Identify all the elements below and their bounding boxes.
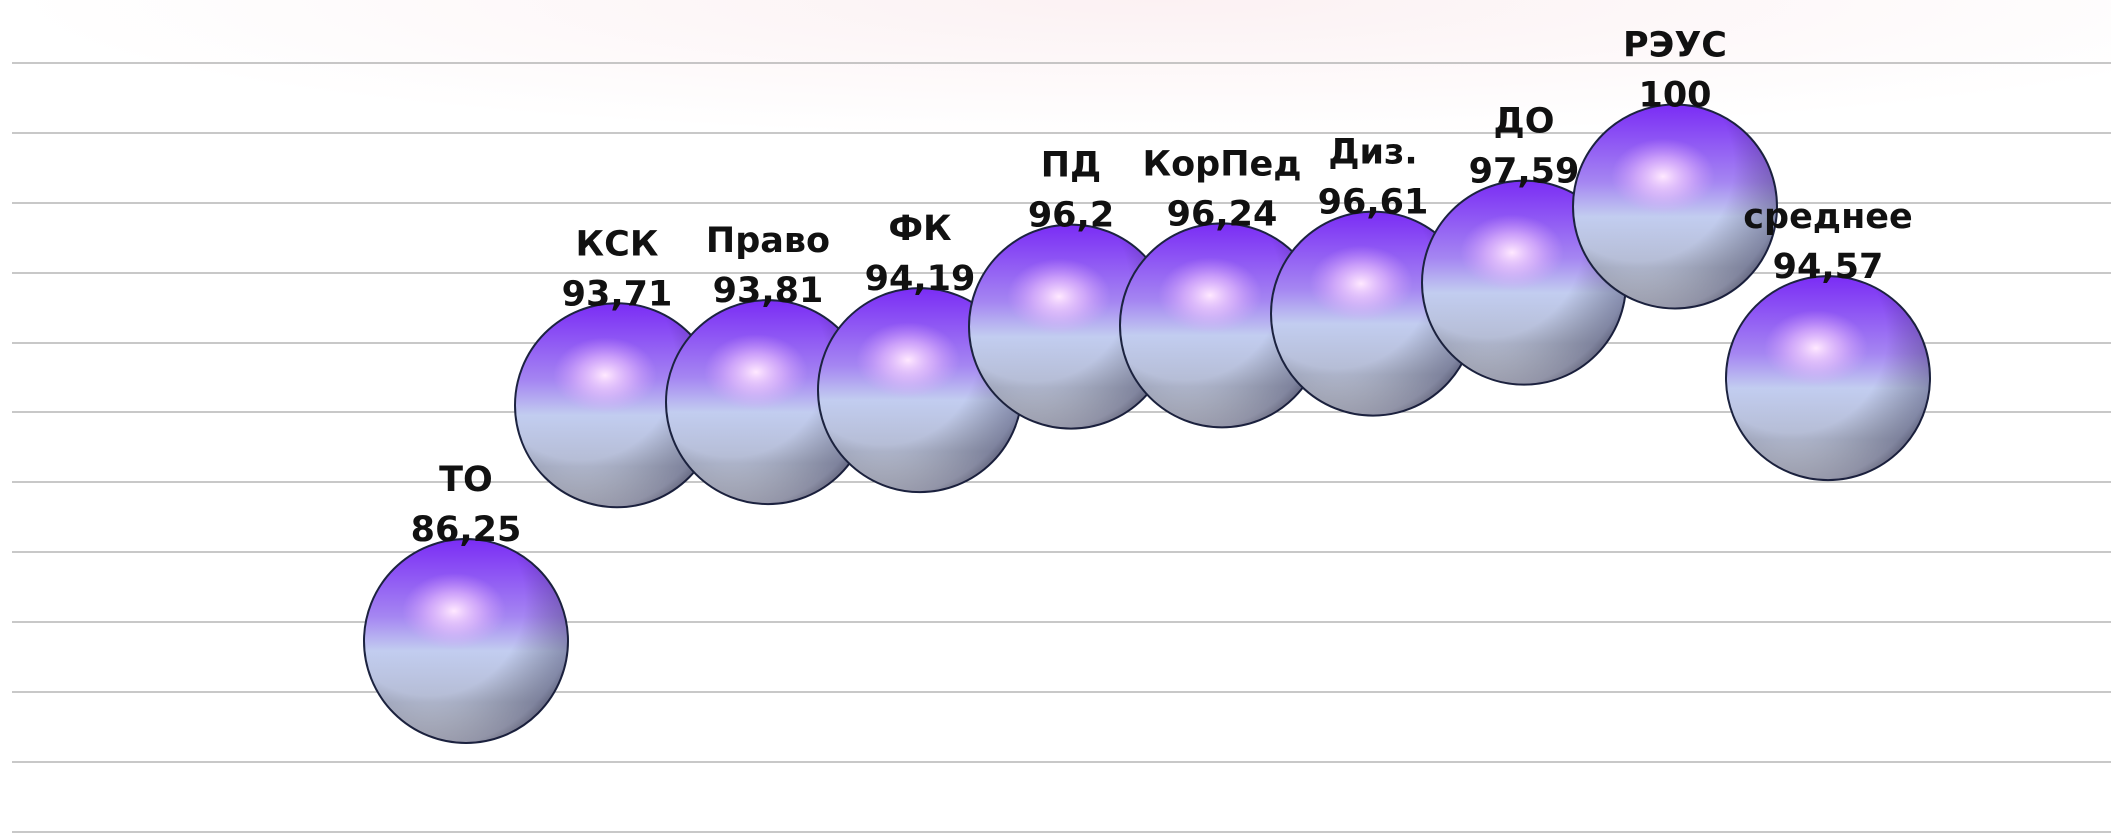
background-glow [0,0,2111,140]
category-label: РЭУС [1623,26,1727,66]
value-label: 94,19 [865,259,976,299]
value-label: 100 [1638,76,1711,116]
data-point-6: КорПед 96,24 [1119,144,1325,429]
bubble-highlight [1309,245,1413,322]
category-label: Право [706,221,830,261]
data-point-9: РЭУС 100 [1572,26,1778,310]
category-label: ПД [1041,146,1101,186]
value-label: 86,25 [411,510,522,550]
category-label: КСК [576,224,659,264]
bubble-highlight [1460,214,1564,291]
bubble-highlight [402,573,506,649]
bubble-highlight [856,322,960,399]
bubble-highlight [704,334,808,411]
value-label: 96,2 [1028,196,1114,236]
category-label: ДО [1494,102,1555,142]
data-point-2: КСК 93,71 [514,224,720,509]
value-label: 93,81 [713,271,824,311]
bubble-highlight [553,337,657,414]
value-label: 96,61 [1318,183,1429,223]
category-label: ТО [439,460,493,500]
data-markers: ТО86,25КСК93,71Право93,81ФК94,19ПД96,2Ко… [363,26,1931,744]
value-label: 96,24 [1167,194,1278,234]
data-point-1: ТО 86,25 [363,460,569,744]
category-label: среднее [1743,197,1912,237]
data-point-8: ДО 97,59 [1421,102,1627,386]
bubble-highlight [1764,310,1868,387]
category-label: Диз. [1328,133,1417,173]
category-label: КорПед [1142,144,1301,184]
category-label: ФК [888,209,952,249]
bubble-highlight [1611,138,1715,215]
gridlines [12,62,2111,833]
bubble-highlight [1158,257,1262,334]
data-point-10: среднее 94,57 [1725,197,1931,482]
value-label: 94,57 [1773,247,1884,287]
value-label: 93,71 [562,274,673,314]
value-label: 97,59 [1469,152,1580,192]
bubble-highlight [1007,258,1111,335]
data-point-3: Право 93,81 [665,221,871,506]
data-point-5: ПД 96,2 [968,146,1174,430]
